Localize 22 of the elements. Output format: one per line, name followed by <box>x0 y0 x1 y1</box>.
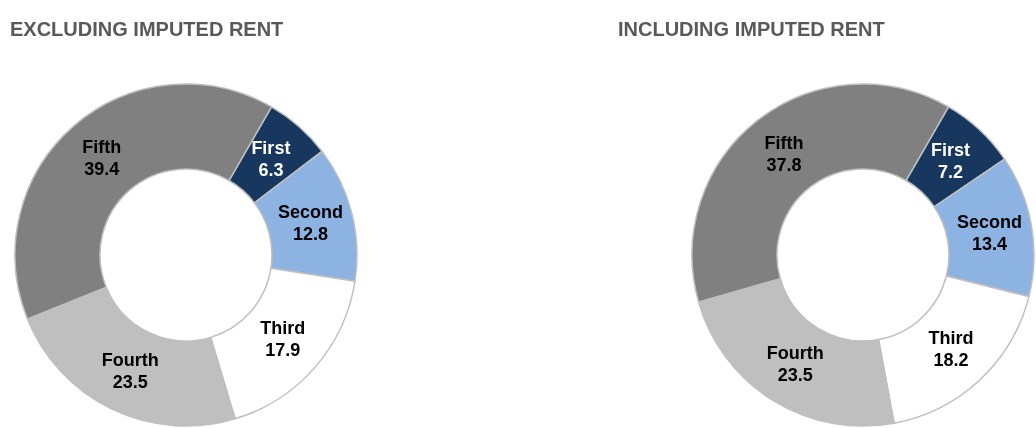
data-label: 12.8 <box>293 224 329 245</box>
data-label: 39.4 <box>84 159 120 180</box>
data-label: 37.8 <box>766 154 802 175</box>
data-label: 18.2 <box>933 349 969 370</box>
data-label: 13.4 <box>972 233 1008 254</box>
slice-label: Fourth <box>101 349 159 370</box>
slice-label: First <box>251 137 291 158</box>
data-label: 17.9 <box>265 340 301 361</box>
slice-label: Fifth <box>82 137 122 158</box>
slice-label: First <box>931 139 971 160</box>
data-label: 23.5 <box>777 365 813 386</box>
slice-label: Fifth <box>764 132 804 153</box>
slice-label: Second <box>278 202 344 223</box>
slice-label: Third <box>260 318 306 339</box>
chart-title: EXCLUDING IMPUTED RENT <box>10 18 284 40</box>
data-label: 23.5 <box>112 371 148 392</box>
chart-title: INCLUDING IMPUTED RENT <box>618 18 885 40</box>
data-label: 7.2 <box>938 161 964 182</box>
data-label: 6.3 <box>258 159 284 180</box>
slice-label: Third <box>928 327 974 348</box>
slice-label: Second <box>957 211 1023 232</box>
slice-label: Fourth <box>766 343 824 364</box>
